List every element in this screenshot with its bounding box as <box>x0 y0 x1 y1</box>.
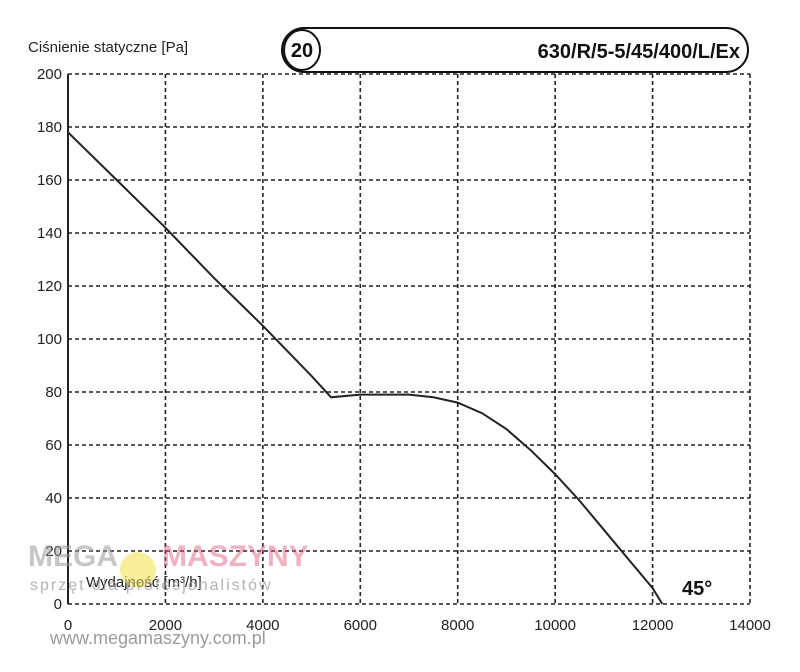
y-tick-label-20: 20 <box>45 543 62 560</box>
y-tick-label-160: 160 <box>37 172 62 189</box>
watermark-logo-icon <box>120 552 156 588</box>
blade-angle-label: 45° <box>682 578 712 600</box>
y-tick-label-200: 200 <box>37 66 62 83</box>
y-tick-label-60: 60 <box>45 437 62 454</box>
axes <box>67 74 750 605</box>
grid <box>68 73 751 604</box>
watermark: MEGA MASZYNY sprzęt dla profesjonalistów… <box>28 540 309 648</box>
y-tick-label-140: 140 <box>37 225 62 242</box>
y-tick-label-180: 180 <box>37 119 62 136</box>
watermark-brand-right: MASZYNY <box>162 540 309 573</box>
x-tick-label-4000: 4000 <box>246 617 279 634</box>
watermark-url: www.megamaszyny.com.pl <box>49 628 266 648</box>
x-tick-label-0: 0 <box>64 617 72 634</box>
curve-number-circle <box>283 29 321 71</box>
x-tick-label-2000: 2000 <box>149 617 182 634</box>
y-axis-label: Ciśnienie statyczne [Pa] <box>28 39 188 56</box>
series-line-fan-curve <box>67 131 664 605</box>
x-tick-labels: 0 2000 4000 6000 8000 10000 12000 14000 <box>64 617 771 634</box>
model-badge <box>281 27 749 73</box>
model-code: 630/R/5-5/45/400/L/Ex <box>538 41 740 63</box>
y-tick-label-80: 80 <box>45 384 62 401</box>
y-tick-label-40: 40 <box>45 490 62 507</box>
curve-number: 20 <box>291 40 313 62</box>
x-tick-label-12000: 12000 <box>632 617 674 634</box>
x-tick-label-6000: 6000 <box>344 617 377 634</box>
watermark-brand-left: MEGA <box>28 540 118 573</box>
y-tick-label-100: 100 <box>37 331 62 348</box>
x-tick-label-14000: 14000 <box>729 617 771 634</box>
watermark-tagline: sprzęt dla profesjonalistów <box>30 577 273 594</box>
y-tick-labels: 0 20 40 60 80 100 120 140 160 180 200 <box>37 66 62 613</box>
y-tick-label-0: 0 <box>54 596 62 613</box>
x-tick-label-8000: 8000 <box>441 617 474 634</box>
y-tick-label-120: 120 <box>37 278 62 295</box>
x-tick-label-10000: 10000 <box>534 617 576 634</box>
